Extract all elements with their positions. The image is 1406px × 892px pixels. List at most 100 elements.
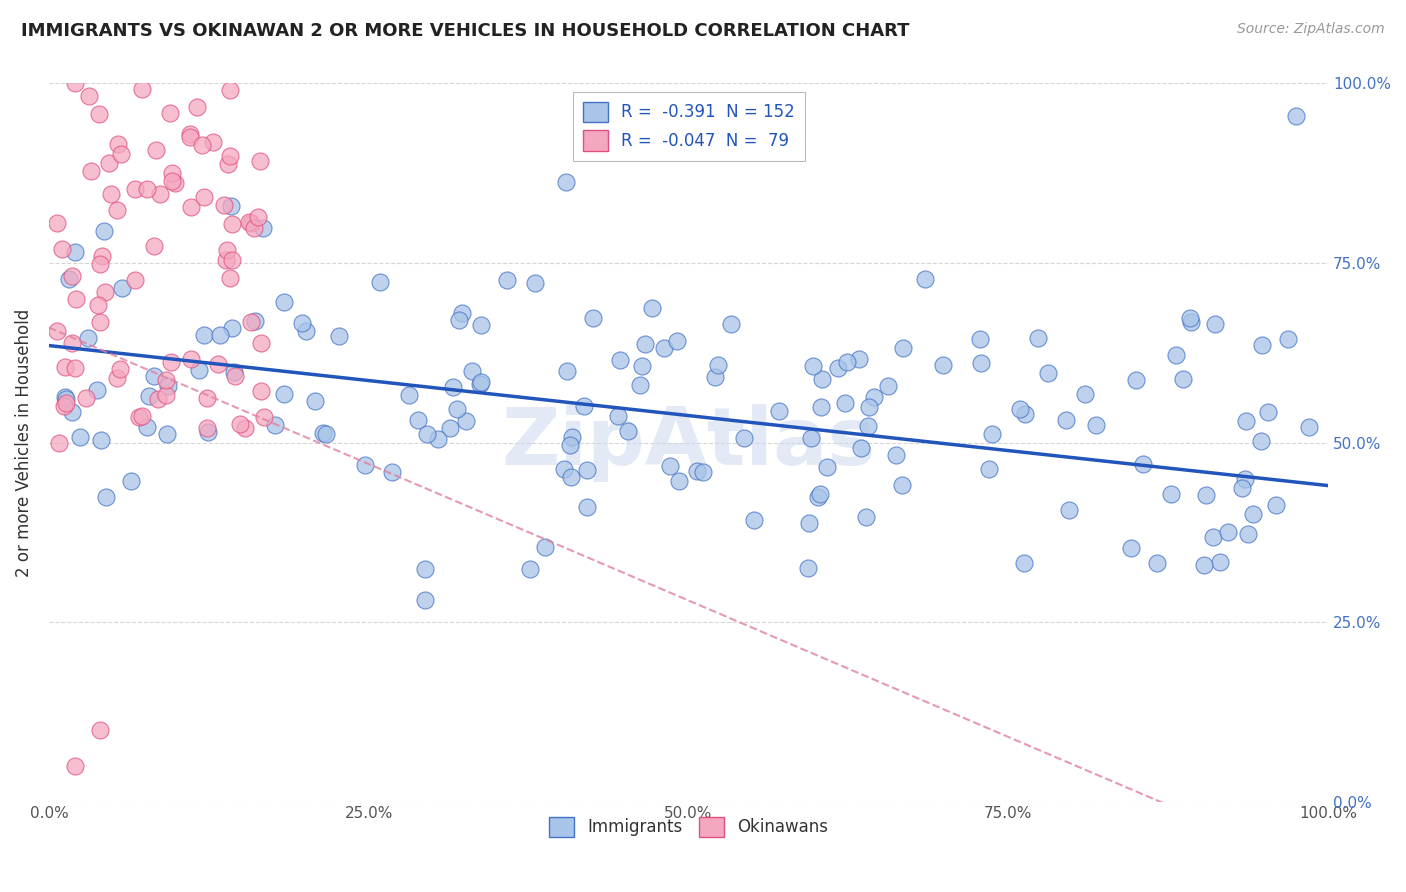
Point [572, 400, 595, 414]
Point [222, 365, 245, 379]
Point [659, 459, 682, 474]
Point [914, 272, 936, 286]
Point [249, 154, 271, 169]
Point [45, 324, 67, 338]
Point [60, 405, 83, 419]
Point [855, 510, 877, 524]
Point [55, 395, 77, 409]
Point [238, 215, 260, 229]
Point [55, 392, 77, 406]
Point [128, 410, 150, 425]
Point [131, 82, 153, 96]
Point [263, 417, 285, 432]
Point [215, 243, 238, 257]
Point [218, 271, 240, 285]
Point [1173, 372, 1195, 386]
Point [652, 341, 675, 355]
Point [148, 392, 170, 406]
Point [218, 83, 240, 97]
Point [381, 465, 404, 479]
Point [214, 198, 236, 212]
Point [219, 199, 242, 213]
Point [97, 156, 120, 170]
Point [560, 430, 582, 444]
Point [533, 540, 555, 554]
Point [456, 414, 478, 428]
Point [156, 427, 179, 442]
Point [124, 273, 146, 287]
Point [145, 143, 167, 157]
Point [1218, 524, 1240, 539]
Y-axis label: 2 or more Vehicles in Household: 2 or more Vehicles in Household [15, 309, 32, 576]
Point [803, 359, 825, 374]
Point [179, 127, 201, 141]
Point [94, 490, 117, 504]
Point [553, 461, 575, 475]
Point [890, 478, 912, 492]
Point [63, 244, 86, 259]
Point [1014, 407, 1036, 421]
Point [250, 384, 273, 398]
Text: ZipAtlas: ZipAtlas [502, 403, 876, 482]
Point [160, 174, 183, 188]
Point [291, 316, 314, 330]
Point [253, 409, 276, 424]
Point [63, 361, 86, 376]
Point [312, 425, 335, 440]
Point [48, 436, 70, 450]
Point [149, 186, 172, 201]
Point [446, 402, 468, 417]
Point [576, 500, 599, 514]
Point [242, 221, 264, 235]
Point [60, 269, 83, 284]
Point [105, 370, 128, 384]
Point [107, 136, 129, 151]
Point [1125, 373, 1147, 387]
Point [89, 723, 111, 737]
Point [706, 358, 728, 372]
Point [120, 474, 142, 488]
Point [193, 190, 215, 204]
Point [1146, 557, 1168, 571]
Point [294, 324, 316, 338]
Point [186, 100, 208, 114]
Point [1164, 347, 1187, 361]
Point [180, 200, 202, 214]
Point [720, 317, 742, 331]
Point [87, 298, 110, 312]
Point [273, 295, 295, 310]
Point [250, 336, 273, 351]
Point [304, 394, 326, 409]
Point [1012, 556, 1035, 570]
Point [1195, 488, 1218, 502]
Point [616, 424, 638, 438]
Point [233, 420, 256, 434]
Point [666, 334, 689, 348]
Point [582, 310, 605, 325]
Point [1237, 527, 1260, 541]
Point [65, 77, 87, 91]
Point [555, 175, 578, 189]
Point [447, 313, 470, 327]
Point [451, 306, 474, 320]
Point [837, 355, 859, 369]
Point [692, 465, 714, 479]
Point [368, 275, 391, 289]
Point [439, 421, 461, 435]
Point [135, 182, 157, 196]
Point [807, 490, 830, 504]
Point [797, 516, 820, 531]
Point [89, 257, 111, 271]
Point [180, 352, 202, 367]
Point [981, 426, 1004, 441]
Point [1010, 402, 1032, 417]
Point [470, 375, 492, 389]
Point [229, 417, 252, 431]
Text: IMMIGRANTS VS OKINAWAN 2 OR MORE VEHICLES IN HOUSEHOLD CORRELATION CHART: IMMIGRANTS VS OKINAWAN 2 OR MORE VEHICLE… [21, 22, 910, 40]
Point [1251, 337, 1274, 351]
Point [1298, 420, 1320, 434]
Point [75, 391, 97, 405]
Point [51, 242, 73, 256]
Point [1194, 558, 1216, 572]
Point [86, 384, 108, 398]
